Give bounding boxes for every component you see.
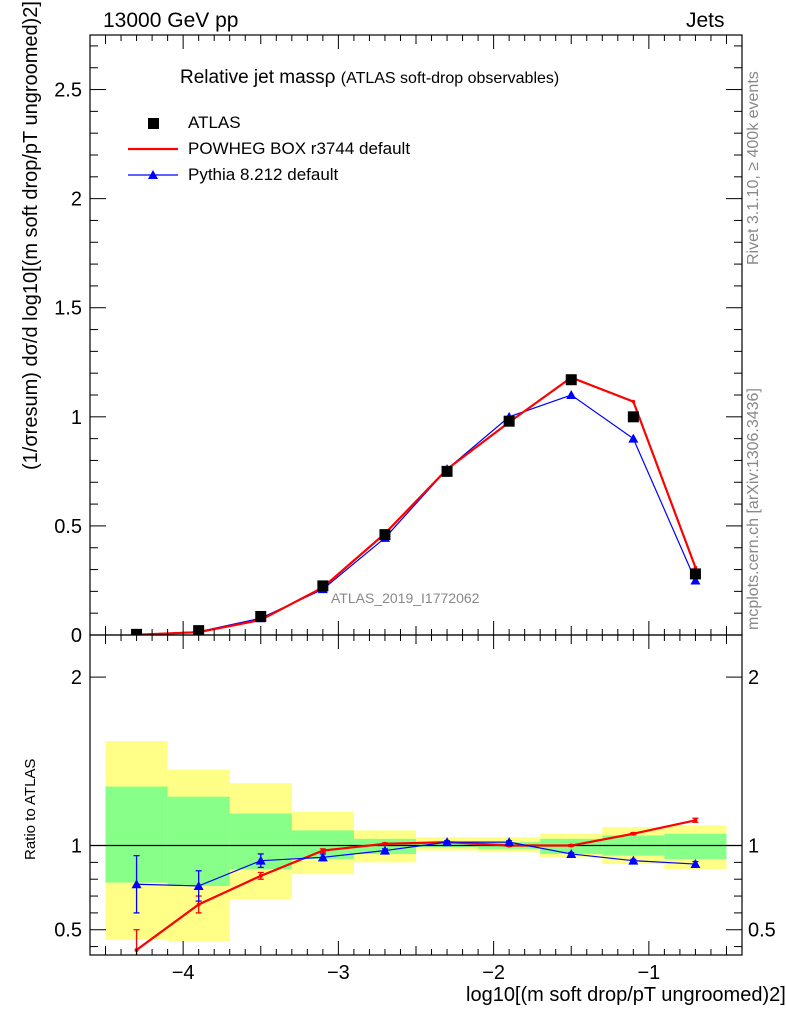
main-point-atlas: [441, 465, 453, 477]
main-y-tick-label: 0.5: [54, 516, 82, 538]
ratio-point-pythia: [504, 837, 515, 847]
main-line-powheg: [136, 376, 697, 635]
main-y-tick-label: 1: [71, 407, 82, 429]
x-axis-label: log10[(m soft drop/pT ungroomed)2]: [466, 984, 786, 1006]
legend-marker-atlas: [148, 118, 159, 129]
ratio-point-pythia: [193, 880, 204, 890]
legend-label-powheg: POWHEG BOX r3744 default: [188, 139, 411, 158]
main-point-powheg: [693, 565, 698, 570]
main-point-pythia: [690, 575, 701, 585]
mcplots-label: mcplots.cern.ch [arXiv:1306.3436]: [745, 388, 762, 630]
x-tick-label: −1: [637, 962, 660, 984]
ratio-point-powheg: [569, 843, 574, 848]
main-point-atlas: [255, 610, 267, 622]
main-point-atlas: [627, 411, 639, 423]
ratio-point-pythia: [317, 852, 328, 862]
ratio-y-tick-label-left: 0.5: [54, 920, 82, 942]
ratio-point-pythia: [379, 845, 390, 855]
x-tick-label: −4: [172, 962, 195, 984]
ratio-point-pythia: [690, 859, 701, 869]
ratio-y-tick-label-right: 1: [748, 836, 759, 858]
main-point-atlas: [379, 529, 391, 541]
chart-title-main: Relative jet massρ: [180, 67, 336, 88]
ratio-y-tick-label-right: 0.5: [748, 920, 776, 942]
main-y-tick-label: 0: [71, 625, 82, 647]
ratio-point-pythia: [255, 855, 266, 865]
ratio-point-powheg: [382, 841, 387, 846]
ratio-plot-area: [90, 741, 742, 955]
main-point-pythia: [566, 390, 577, 399]
main-point-atlas: [689, 568, 701, 580]
uncertainty-band-green: [664, 833, 727, 859]
ratio-point-powheg: [258, 873, 263, 878]
main-point-powheg: [631, 399, 636, 404]
ratio-line-powheg: [135, 819, 696, 951]
ratio-y-tick-label-left: 2: [71, 667, 82, 689]
ratio-point-pythia: [131, 879, 142, 889]
header-left: 13000 GeV pp: [103, 9, 239, 32]
chart-subtitle: (ATLAS soft-drop observables): [340, 70, 560, 87]
x-tick-label: −2: [482, 962, 505, 984]
main-point-atlas: [317, 580, 329, 592]
main-plot-area: [131, 374, 701, 635]
main-point-atlas: [565, 374, 577, 386]
main-y-tick-label: 2: [71, 189, 82, 211]
legend-marker-pythia: [148, 170, 158, 179]
legend-label-atlas: ATLAS: [188, 113, 241, 132]
ratio-point-pythia: [628, 855, 639, 865]
ratio-point-powheg: [631, 831, 636, 836]
header-right: Jets: [686, 9, 725, 32]
ratio-y-axis-label: Ratio to ATLAS: [22, 758, 39, 860]
main-y-axis-label: (1/σresum) dσ/d log10[(m soft drop/pT un…: [20, 1, 42, 470]
ratio-line-pythia: [136, 841, 696, 887]
main-point-pythia: [628, 433, 639, 443]
chart-title: Relative jet massρ (ATLAS soft-drop obse…: [180, 67, 559, 89]
ratio-point-pythia: [442, 837, 453, 847]
rivet-label: Rivet 3.1.10, ≥ 400k events: [745, 71, 762, 265]
legend-label-pythia: Pythia 8.212 default: [188, 165, 339, 184]
watermark: ATLAS_2019_I1772062: [331, 590, 480, 606]
ratio-point-pythia: [566, 848, 577, 858]
ratio-point-powheg: [693, 818, 698, 823]
x-tick-label: −3: [327, 962, 350, 984]
main-y-tick-label: 1.5: [54, 298, 82, 320]
ratio-y-tick-label-left: 1: [71, 836, 82, 858]
ratio-point-powheg: [196, 902, 201, 907]
ratio-point-powheg: [320, 848, 325, 853]
ratio-y-tick-label-right: 2: [748, 667, 759, 689]
main-point-atlas: [503, 415, 515, 427]
main-y-tick-label: 2.5: [54, 80, 82, 102]
